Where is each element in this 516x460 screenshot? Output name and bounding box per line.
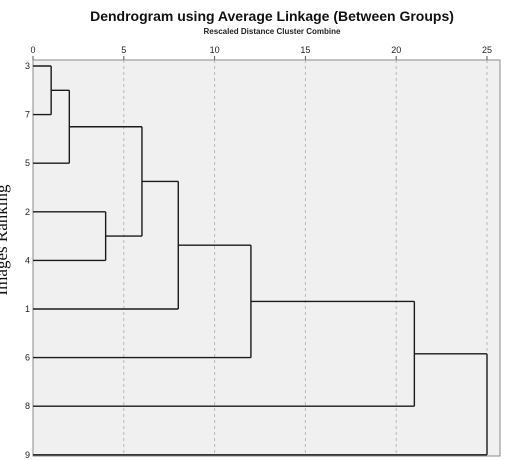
leaf-label: 3 [25,61,30,71]
x-axis-title: Rescaled Distance Cluster Combine [203,27,341,36]
x-tick-label: 5 [121,45,126,55]
x-tick-label: 15 [300,45,310,55]
leaf-label: 6 [25,353,30,363]
leaf-label: 4 [25,255,30,265]
x-tick-label: 20 [391,45,401,55]
leaf-label: 2 [25,207,30,217]
x-tick-label: 25 [482,45,492,55]
leaf-label: 5 [25,158,30,168]
chart-title: Dendrogram using Average Linkage (Betwee… [90,8,454,24]
leaf-label: 1 [25,304,30,314]
x-tick-label: 0 [30,45,35,55]
x-tick-label: 10 [210,45,220,55]
leaf-label: 7 [25,110,30,120]
leaf-label: 8 [25,401,30,411]
plot-area [32,59,501,457]
leaf-label: 9 [25,450,30,460]
